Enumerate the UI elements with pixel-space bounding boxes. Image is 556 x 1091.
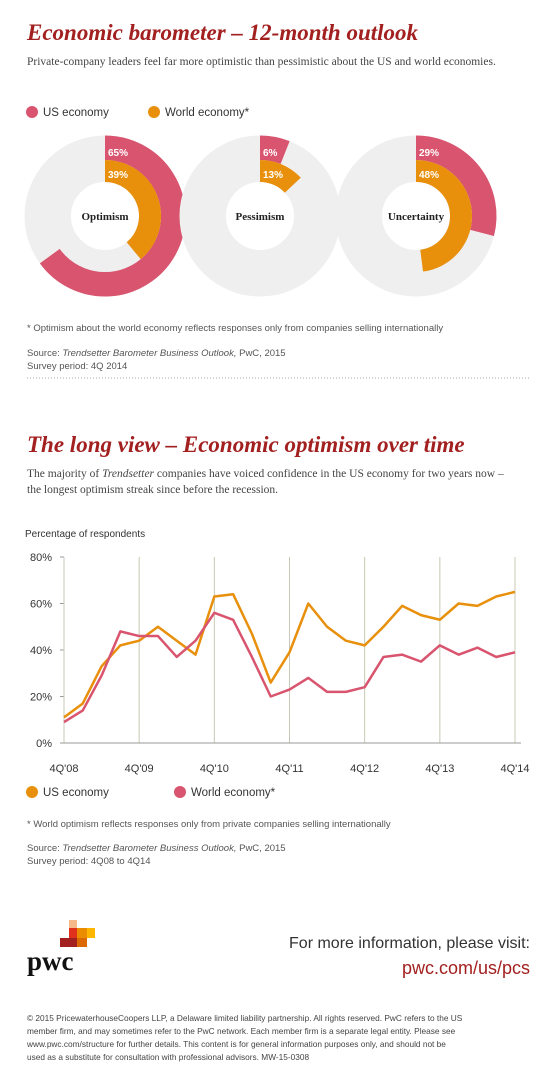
logo-text: pwc: [27, 946, 74, 976]
y-tick-label: 40%: [30, 645, 52, 657]
legend-label: US economy: [43, 107, 109, 119]
footnote: * World optimism reflects responses only…: [27, 819, 391, 830]
x-tick-label: 4Q'13: [425, 763, 454, 775]
source-title: Trendsetter Barometer Business Outlook,: [62, 843, 236, 854]
value-label: 48%: [419, 170, 439, 181]
category-label: Uncertainty: [388, 211, 445, 223]
source-text: PwC, 2015: [236, 843, 285, 854]
subtitle: The majority of Trendsetter companies ha…: [27, 468, 504, 480]
x-tick-label: 4Q'11: [275, 763, 303, 775]
info: For more information, please visit:: [289, 935, 530, 952]
title: The long view – Economic optimism over t…: [27, 432, 465, 457]
category-label: Pessimism: [236, 211, 285, 223]
legend-swatch: [26, 786, 38, 798]
y-tick-label: 20%: [30, 692, 52, 704]
subtitle-text: The majority of: [27, 468, 102, 480]
survey: Survey period: 4Q 2014: [27, 361, 127, 372]
value-label: 29%: [419, 148, 439, 159]
value-label: 6%: [263, 148, 278, 159]
legend-label: World economy*: [191, 787, 276, 799]
y-axis-label: Percentage of respondents: [25, 529, 145, 540]
subtitle: Private-company leaders feel far more op…: [27, 56, 496, 68]
legend-swatch: [174, 786, 186, 798]
subtitle-text: Trendsetter: [102, 468, 154, 480]
subtitle: the longest optimism streak since before…: [27, 484, 278, 496]
url[interactable]: pwc.com/us/pcs: [402, 958, 530, 978]
value-label: 13%: [263, 170, 283, 181]
copyright: www.pwc.com/structure for further detail…: [26, 1039, 446, 1049]
y-tick-label: 0%: [36, 738, 52, 750]
series-line: [63, 611, 516, 724]
donut-arc: [259, 160, 301, 194]
x-tick-label: 4Q'12: [350, 763, 379, 775]
donut-arc: [39, 135, 186, 297]
donut-arc: [415, 135, 497, 237]
legend-swatch: [148, 106, 160, 118]
copyright: used as a substitute for consultation wi…: [27, 1052, 309, 1062]
category-label: Optimism: [81, 211, 128, 223]
footnote: * Optimism about the world economy refle…: [27, 323, 443, 334]
title: Economic barometer – 12-month outlook: [26, 20, 419, 45]
source-text: Source:: [27, 348, 62, 359]
x-tick-label: 4Q'10: [200, 763, 229, 775]
subtitle-text: companies have voiced confidence in the …: [154, 468, 504, 480]
donut-arc: [104, 160, 161, 260]
y-tick-label: 80%: [30, 552, 52, 564]
source-text: Source:: [27, 843, 62, 854]
donut-arc: [259, 135, 290, 165]
copyright: © 2015 PricewaterhouseCoopers LLP, a Del…: [27, 1013, 463, 1023]
donut-arc: [415, 160, 472, 272]
source-text: PwC, 2015: [236, 348, 285, 359]
legend-label: US economy: [43, 787, 109, 799]
value-label: 65%: [108, 148, 128, 159]
source-title: Trendsetter Barometer Business Outlook,: [62, 348, 236, 359]
source: Source: Trendsetter Barometer Business O…: [27, 348, 286, 359]
legend-label: World economy*: [165, 107, 250, 119]
x-tick-label: 4Q'09: [125, 763, 154, 775]
x-tick-label: 4Q'08: [49, 763, 78, 775]
series-line: [63, 590, 516, 719]
copyright: member firm, and may sometimes refer to …: [27, 1026, 456, 1036]
logo-blocks: [60, 920, 95, 947]
value-label: 39%: [108, 170, 128, 181]
survey: Survey period: 4Q08 to 4Q14: [27, 856, 151, 867]
x-tick-label: 4Q'14: [500, 763, 529, 775]
source: Source: Trendsetter Barometer Business O…: [27, 843, 286, 854]
y-tick-label: 60%: [30, 599, 52, 611]
legend-swatch: [26, 106, 38, 118]
